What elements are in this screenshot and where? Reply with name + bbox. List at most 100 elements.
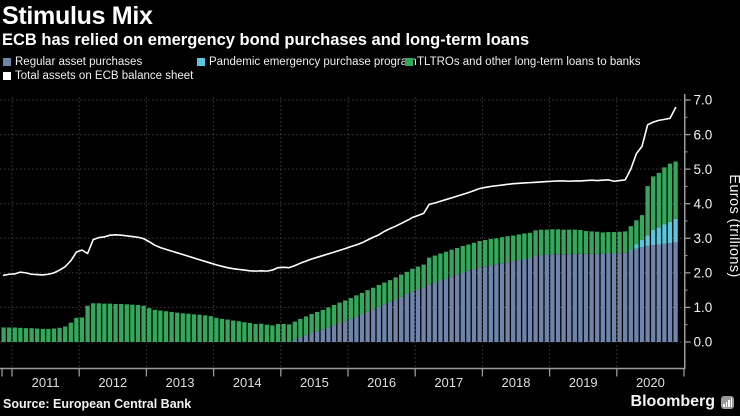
bar-segment <box>264 324 269 342</box>
bar-segment <box>651 229 656 246</box>
bar-segment <box>533 255 538 342</box>
legend-item-total-assets: Total assets on ECB balance sheet <box>3 70 193 82</box>
bar-segment <box>673 161 678 219</box>
y-tick-label: 0.0 <box>694 335 713 350</box>
bar-segment <box>68 322 73 342</box>
bar-segment <box>152 309 157 342</box>
bar-segment <box>236 321 241 342</box>
bar-segment <box>617 253 622 342</box>
chart-subtitle: ECB has relied on emergency bond purchas… <box>2 31 530 49</box>
bar-segment <box>376 306 381 342</box>
bar-segment <box>667 163 673 222</box>
bar-segment <box>359 313 365 342</box>
legend-swatch-white <box>3 72 11 80</box>
bar-segment <box>35 328 40 342</box>
bar-segment <box>180 313 185 342</box>
bar-segment <box>275 324 281 342</box>
bar-segment <box>555 229 561 255</box>
legend-label: TLTROs and other long-term loans to bank… <box>417 56 641 68</box>
bar-segment <box>533 230 538 256</box>
bar-segment <box>371 309 376 342</box>
bar-segment <box>505 236 510 263</box>
legend-label: Pandemic emergency purchase program <box>209 56 417 68</box>
bloomberg-wordmark: Bloomberg <box>630 393 715 410</box>
bar-segment <box>320 309 325 330</box>
bar-segment <box>382 304 387 342</box>
bar-segment <box>662 224 667 244</box>
bar-segment <box>449 276 454 342</box>
bar-segment <box>595 253 600 342</box>
bar-segment <box>656 227 661 245</box>
bar-segment <box>415 266 421 290</box>
bar-segment <box>387 301 393 342</box>
bar-segment <box>561 229 566 255</box>
bar-segment <box>527 257 533 342</box>
x-tick-label: 2014 <box>233 375 262 390</box>
y-tick-label: 3.0 <box>694 231 713 246</box>
bar-segment <box>561 254 566 342</box>
bar-segment <box>331 325 337 342</box>
x-tick-label: 2017 <box>434 375 463 390</box>
bar-segment <box>1 327 6 342</box>
bar-segment <box>589 231 594 254</box>
bar-segment <box>399 274 404 297</box>
bar-segment <box>667 221 673 244</box>
bar-segment <box>589 253 594 342</box>
x-tick-label: 2011 <box>32 375 60 390</box>
y-tick-label: 5.0 <box>694 162 713 177</box>
bar-segment <box>634 244 639 249</box>
x-tick-label: 2020 <box>636 375 665 390</box>
bloomberg-logo: Bloomberg <box>631 393 734 411</box>
bar-segment <box>522 259 527 342</box>
bar-segment <box>343 300 348 322</box>
bar-segment <box>259 323 264 342</box>
page-title: Stimulus Mix <box>2 2 153 30</box>
x-tick-label: 2015 <box>300 375 329 390</box>
bar-segment <box>337 322 342 342</box>
bar-segment <box>455 274 460 342</box>
bar-segment <box>79 317 85 342</box>
bar-segment <box>354 316 359 342</box>
bar-segment <box>315 331 320 342</box>
bar-segment <box>303 316 309 336</box>
bar-segment <box>326 327 331 342</box>
bar-segment <box>18 327 23 342</box>
bar-segment <box>29 328 34 342</box>
bar-segment <box>169 311 174 342</box>
legend-label: Regular asset purchases <box>15 56 143 68</box>
bar-segment <box>477 267 482 342</box>
bar-segment <box>85 305 90 342</box>
bar-segment <box>656 172 661 228</box>
bar-segment <box>163 311 169 342</box>
bar-segment <box>460 245 465 273</box>
bar-segment <box>539 229 544 255</box>
source-note: Source: European Central Bank <box>3 397 192 411</box>
bar-segment <box>404 293 409 342</box>
bar-segment <box>600 232 605 254</box>
bar-segment <box>634 220 639 245</box>
bar-segment <box>494 264 499 342</box>
bar-segment <box>57 327 62 342</box>
bar-segment <box>421 287 426 342</box>
bar-segment <box>225 319 230 342</box>
bar-segment <box>628 249 633 251</box>
bar-segment <box>471 242 477 270</box>
y-tick-label: 7.0 <box>694 93 713 108</box>
bar-segment <box>611 232 617 254</box>
bar-segment <box>309 333 314 342</box>
bar-segment <box>628 250 633 342</box>
bar-segment <box>595 231 600 254</box>
bar-segment <box>46 328 51 342</box>
bar-segment <box>191 314 197 342</box>
bar-segment <box>359 292 365 314</box>
bar-segment <box>186 313 191 342</box>
bar-segment <box>555 254 561 342</box>
bar-segment <box>645 245 650 342</box>
bar-segment <box>158 310 163 342</box>
y-tick-label: 1.0 <box>694 300 713 315</box>
x-tick-label: 2016 <box>367 375 396 390</box>
bar-segment <box>113 303 118 342</box>
bar-segment <box>7 327 12 342</box>
